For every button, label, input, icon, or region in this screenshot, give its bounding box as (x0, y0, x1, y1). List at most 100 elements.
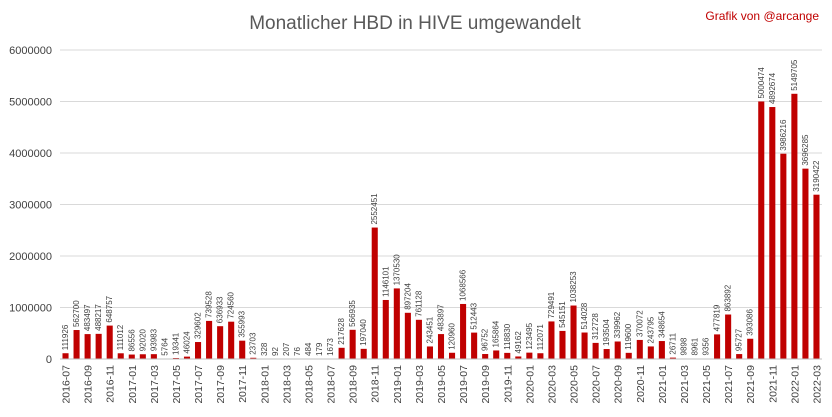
data-label: 165864 (492, 320, 501, 347)
bar (802, 168, 809, 359)
bar (139, 354, 146, 359)
data-label: 484 (304, 342, 313, 356)
bar (228, 321, 235, 359)
bar (150, 354, 157, 359)
bar (592, 342, 599, 359)
x-tick-label: 2018-01 (259, 365, 271, 404)
bar (625, 352, 632, 359)
data-label: 483497 (83, 304, 92, 331)
data-label: 112071 (536, 324, 545, 351)
data-label: 93983 (149, 328, 158, 351)
data-label: 120960 (448, 323, 457, 350)
data-label: 393086 (746, 309, 755, 336)
chart-title: Monatlicher HBD in HIVE umgewandelt (249, 13, 581, 34)
y-tick-label: 1000000 (9, 303, 52, 315)
data-label: 312728 (591, 313, 600, 340)
x-tick-label: 2020-05 (569, 365, 581, 404)
y-tick-label: 2000000 (9, 251, 52, 263)
bar (338, 347, 345, 359)
data-label: 207 (282, 342, 291, 356)
bar (669, 357, 676, 359)
x-tick-label: 2016-07 (61, 365, 73, 404)
data-label: 1038253 (569, 271, 578, 303)
x-tick-label: 2019-01 (392, 365, 404, 404)
x-tick-label: 2019-11 (502, 365, 514, 403)
data-label: 123495 (525, 322, 534, 349)
data-label: 19341 (171, 332, 180, 355)
bar (658, 341, 665, 359)
bar (360, 348, 367, 359)
bar (747, 338, 754, 359)
x-tick-label: 2017-01 (127, 365, 139, 404)
data-label: 92 (271, 347, 280, 356)
x-tick-label: 2021-01 (657, 365, 669, 404)
bar (537, 353, 544, 359)
bar (106, 325, 113, 359)
data-label: 339962 (613, 311, 622, 338)
data-label: 477819 (713, 304, 722, 331)
x-axis-ticks: 2016-07 2016-09 2016-11 2017-01 2017-03 2017-… (61, 365, 824, 404)
bar (460, 303, 467, 359)
bar (791, 93, 798, 359)
bar (426, 346, 433, 359)
y-axis-ticks: 0 1000000 2000000 3000000 4000000 5000000 6000… (9, 45, 52, 366)
data-label: 5149705 (790, 59, 799, 91)
x-tick-label: 2021-03 (679, 365, 691, 404)
bar (780, 153, 787, 359)
x-tick-label: 2019-05 (436, 365, 448, 404)
data-label: 636933 (216, 296, 225, 323)
x-tick-label: 2018-07 (326, 365, 338, 404)
bars (62, 93, 820, 360)
bar (526, 352, 533, 359)
bar (504, 352, 511, 359)
bar (382, 299, 389, 359)
data-label: 96752 (481, 328, 490, 351)
data-label: 119600 (624, 323, 633, 350)
x-tick-label: 2021-05 (701, 365, 713, 404)
bar (183, 356, 191, 359)
data-label: 648757 (105, 295, 114, 322)
bar (647, 346, 654, 359)
data-label: 243451 (425, 316, 434, 343)
y-tick-label: 4000000 (9, 148, 52, 160)
x-tick-label: 2022-03 (811, 365, 823, 404)
data-label: 243795 (646, 316, 655, 343)
bar (614, 341, 621, 359)
data-label: 1068566 (459, 269, 468, 301)
x-tick-label: 2017-11 (237, 365, 249, 403)
x-tick-label: 2017-07 (193, 365, 205, 404)
bar (769, 107, 776, 360)
bar (239, 340, 246, 359)
bar (758, 101, 765, 359)
bar (217, 326, 224, 359)
bar (95, 333, 102, 359)
data-label: 483897 (437, 304, 446, 331)
data-label: 23703 (249, 332, 258, 355)
bar (581, 332, 588, 359)
data-label: 729491 (547, 291, 556, 318)
data-label: 562700 (72, 300, 81, 327)
x-tick-label: 2021-11 (767, 365, 779, 403)
data-label: 328 (260, 342, 269, 356)
data-label: 3986216 (779, 119, 788, 151)
x-tick-label: 2020-03 (546, 365, 558, 404)
data-label: 3696285 (801, 134, 810, 166)
x-tick-label: 2018-09 (348, 365, 360, 404)
bar (393, 288, 400, 359)
data-label: 9356 (702, 337, 711, 355)
bar (493, 350, 500, 359)
data-label: 761128 (414, 290, 423, 317)
x-tick-label: 2016-09 (83, 365, 95, 404)
data-label: 86556 (127, 329, 136, 352)
x-tick-label: 2021-07 (723, 365, 735, 404)
data-label: 76 (293, 347, 302, 356)
data-label: 2552451 (370, 193, 379, 225)
data-label: 49162 (514, 331, 523, 354)
bar (73, 330, 80, 359)
bar (250, 357, 257, 359)
data-label: 348654 (657, 311, 666, 338)
bar (117, 353, 124, 359)
bar (62, 353, 69, 359)
x-tick-label: 2020-07 (591, 365, 603, 404)
bar (515, 356, 522, 359)
